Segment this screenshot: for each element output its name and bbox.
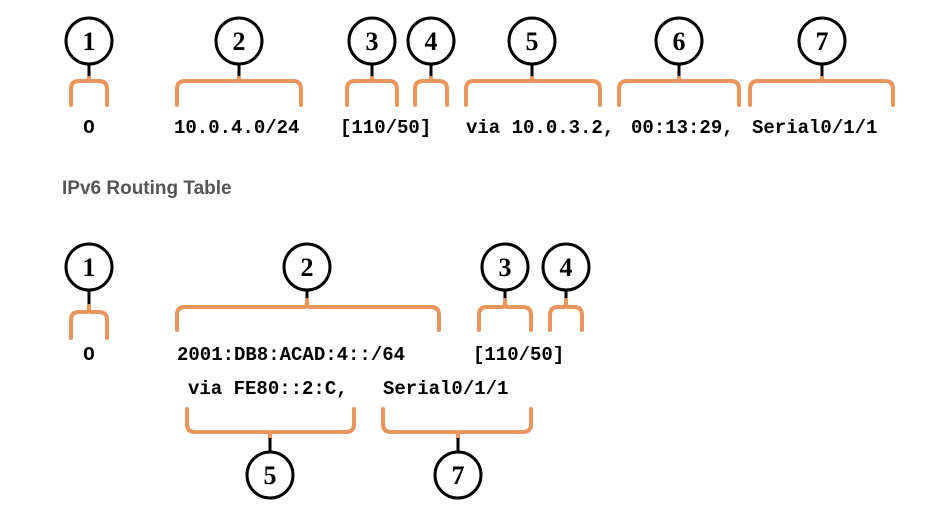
ipv6-brace-5 (185, 407, 356, 440)
ipv4-callout-3-number: 3 (366, 27, 379, 56)
ipv4-brace-2 (175, 76, 303, 107)
ipv6-callout-4: 4 (541, 242, 591, 300)
ipv4-ad-metric: [110/50] (340, 117, 431, 139)
ipv4-callout-1: 1 (64, 16, 114, 78)
ipv4-exit-interface: Serial0/1/1 (752, 117, 877, 139)
ipv4-route-age: 00:13:29, (631, 117, 734, 139)
ipv6-section-heading: IPv6 Routing Table (62, 178, 232, 199)
ipv6-callout-5-number: 5 (264, 461, 277, 490)
ipv4-callout-5: 5 (507, 16, 557, 78)
ipv6-callout-2: 2 (282, 242, 332, 300)
ipv4-callout-4: 4 (406, 16, 456, 78)
ipv6-exit-interface: Serial0/1/1 (383, 378, 508, 400)
ipv6-callout-1-number: 1 (83, 253, 96, 282)
ipv4-callout-1-number: 1 (83, 27, 96, 56)
ipv4-callout-3: 3 (347, 16, 397, 78)
ipv4-route-code: O (83, 117, 94, 139)
ipv6-ad-metric: [110/50] (473, 344, 564, 366)
ipv6-brace-1 (69, 304, 109, 340)
ipv6-next-hop: via FE80::2:C, (188, 378, 348, 400)
ipv4-brace-5 (464, 76, 602, 107)
ipv4-callout-5-number: 5 (526, 27, 539, 56)
ipv4-brace-1 (69, 76, 109, 107)
ipv6-callout-3-number: 3 (499, 253, 512, 282)
ipv6-brace-2 (175, 298, 441, 332)
ipv6-brace-7 (381, 407, 533, 440)
ipv6-callout-4-number: 4 (560, 253, 573, 282)
ipv6-section: 1 2 3 4 O 2001:DB8:ACAD:4::/64 [110/50] (64, 242, 591, 500)
ipv4-callout-2: 2 (214, 16, 264, 78)
ipv6-callout-1: 1 (64, 242, 114, 306)
ipv6-brace-3 (477, 298, 533, 332)
ipv6-callout-7: 7 (433, 438, 483, 500)
ipv4-brace-6 (617, 76, 741, 107)
ipv4-next-hop: via 10.0.3.2, (466, 117, 614, 139)
ipv4-callout-4-number: 4 (425, 27, 438, 56)
ipv4-callout-7: 7 (797, 16, 847, 78)
ipv6-route-code: O (83, 344, 94, 366)
ipv6-callout-7-number: 7 (452, 461, 465, 490)
ipv6-callout-5: 5 (245, 438, 295, 500)
ipv6-callout-2-number: 2 (301, 253, 314, 282)
ipv6-brace-4 (548, 298, 584, 332)
ipv4-brace-7 (748, 76, 895, 107)
ipv4-brace-4 (413, 76, 449, 107)
ipv6-network-prefix: 2001:DB8:ACAD:4::/64 (177, 344, 405, 366)
ipv4-callout-2-number: 2 (233, 27, 246, 56)
ipv6-callout-3: 3 (480, 242, 530, 300)
ipv4-section: 1 2 3 4 5 (64, 16, 895, 139)
ipv4-network-prefix: 10.0.4.0/24 (174, 117, 299, 139)
ipv4-callout-7-number: 7 (816, 27, 829, 56)
ipv4-callout-6: 6 (654, 16, 704, 78)
ipv4-callout-6-number: 6 (673, 27, 686, 56)
ipv4-brace-3 (345, 76, 399, 107)
